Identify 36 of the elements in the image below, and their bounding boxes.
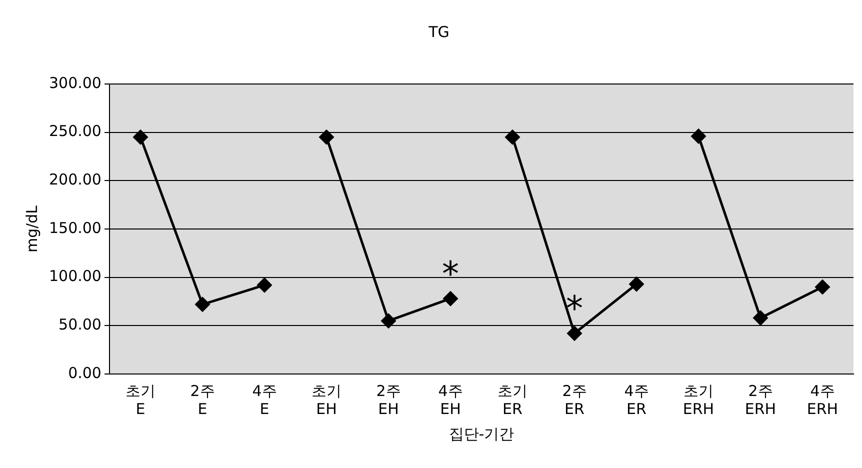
y-tick-label: 0.00 [68,364,102,382]
y-tick-label: 300.00 [48,74,102,92]
y-tick-label: 250.00 [48,122,102,140]
x-tick-label: 2주 ERH [744,382,776,418]
y-tick-label: 50.00 [58,316,102,334]
x-tick-label: 2주 E [190,382,215,418]
chart-title: TG [428,22,450,41]
annotation: * [442,254,459,294]
x-tick-label: 4주 ERH [806,382,838,418]
x-tick-label: 4주 EH [438,382,463,418]
x-tick-label: 2주 EH [376,382,401,418]
point [567,326,582,341]
point [691,128,706,144]
point [319,130,334,144]
x-tick-label: 4주 E [252,382,277,418]
x-tick-label: 2주 ER [562,382,587,418]
point [133,130,148,144]
x-axis-title: 집단-기간 [448,424,514,443]
point [629,276,644,292]
point [381,314,396,328]
point [257,278,272,292]
y-axis-title: mg/dL [22,204,41,253]
point [195,297,210,312]
x-tick-label: 초기 E [125,382,156,418]
point [815,280,830,294]
x-tick-label: 초기 EH [311,382,342,418]
y-tick-label: 100.00 [48,267,102,286]
y-tick-label: 200.00 [48,170,102,189]
y-tick-label: 150.00 [48,218,102,237]
point [505,130,520,144]
annotation: * [566,289,583,330]
x-tick-label: 초기 ER [497,382,528,418]
point [443,291,458,306]
point [753,310,768,326]
x-tick-label: 초기 ERH [682,382,714,418]
x-tick-label: 4주 ER [624,382,649,418]
